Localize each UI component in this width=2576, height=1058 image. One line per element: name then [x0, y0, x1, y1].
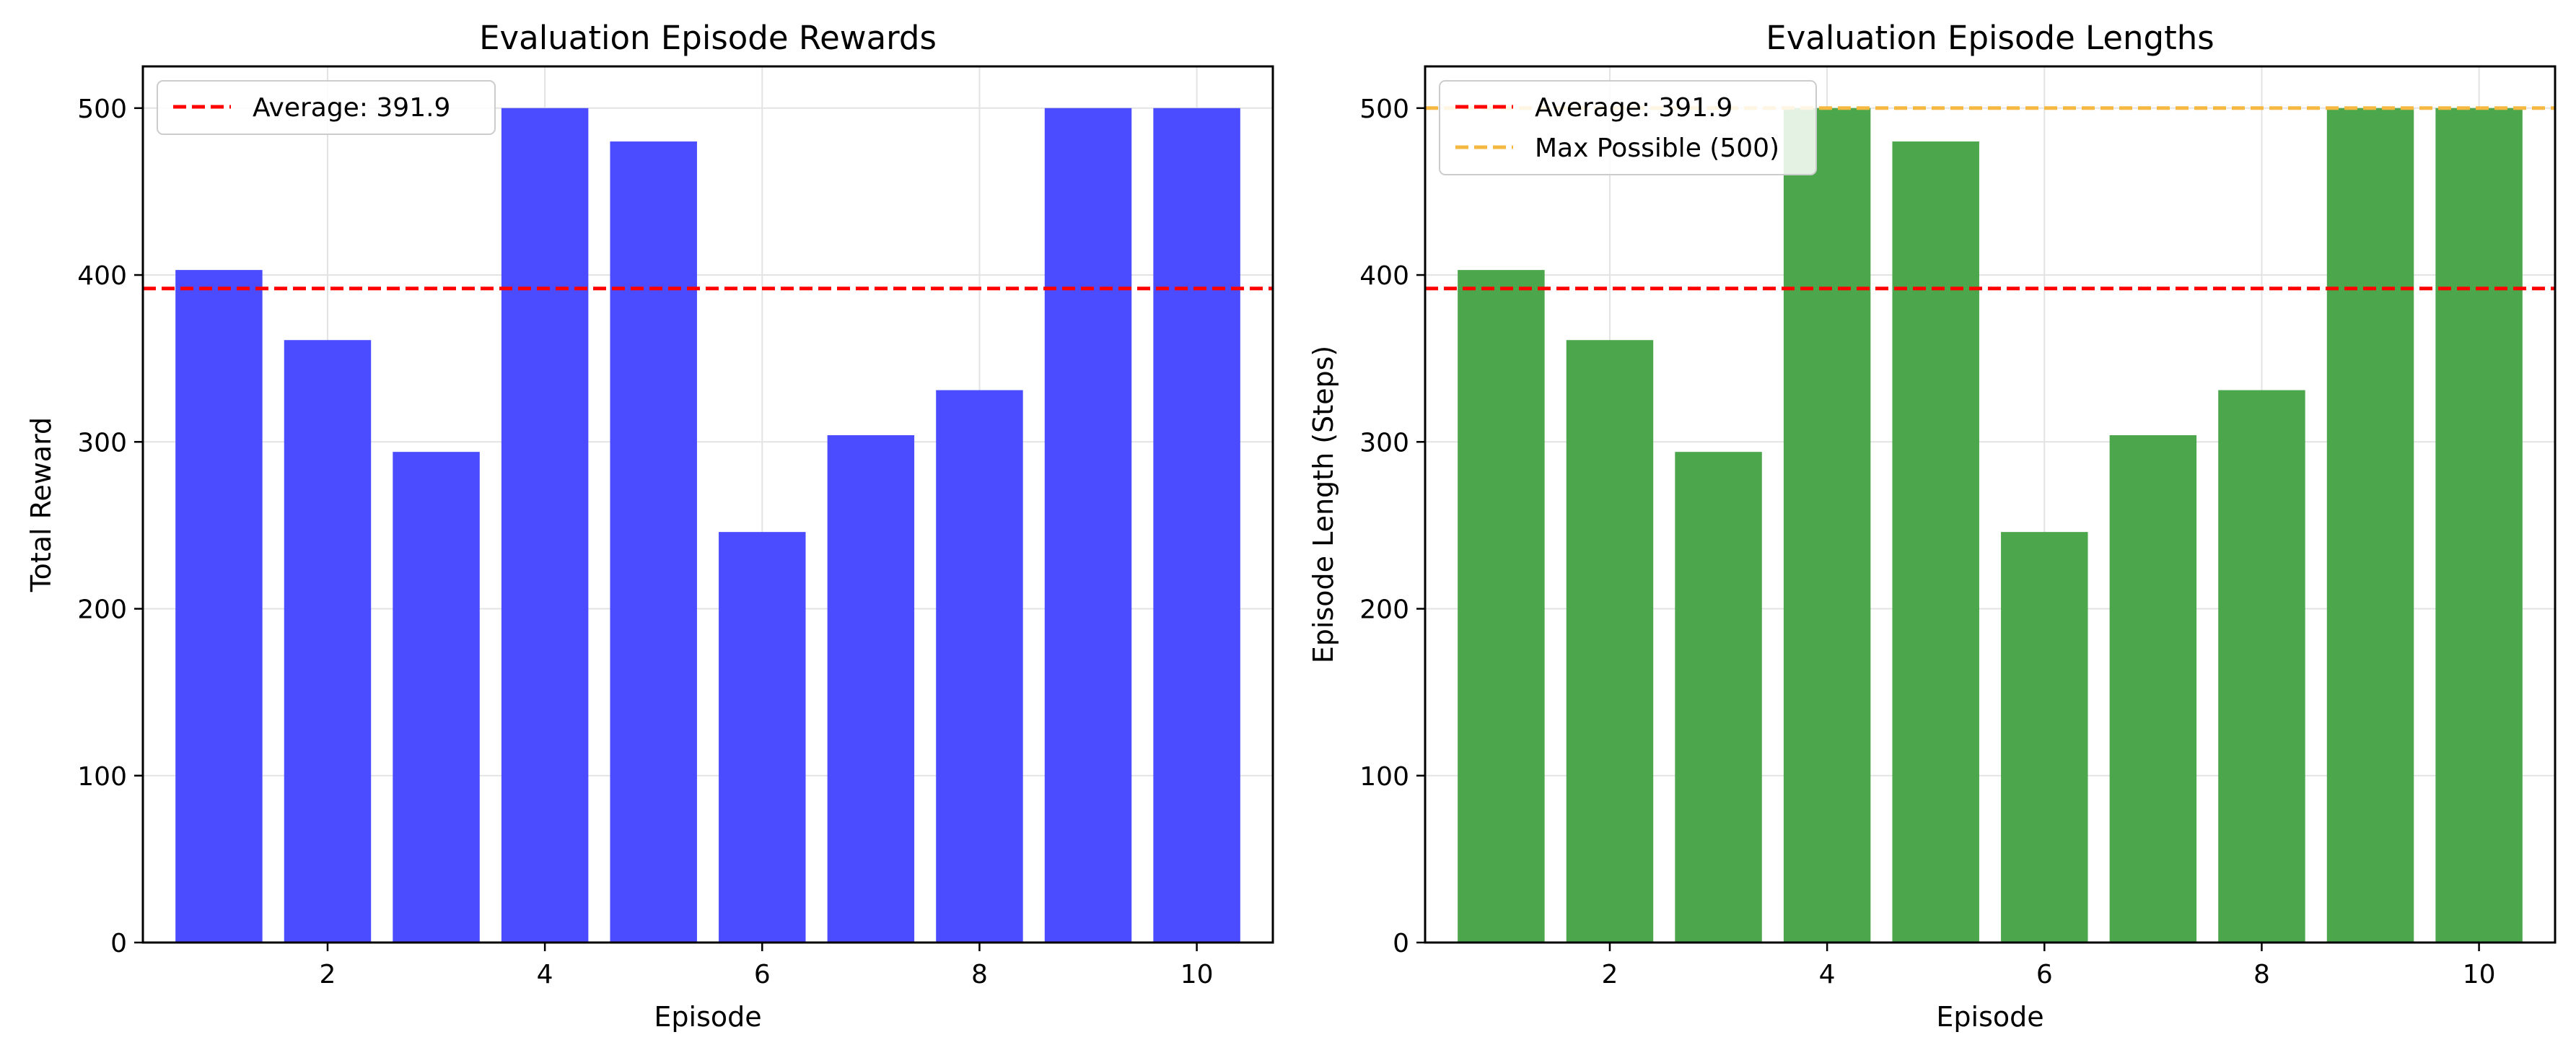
- y-tick-label: 0: [110, 929, 127, 958]
- bar-episode-6: [719, 532, 806, 943]
- y-tick-label: 200: [77, 595, 127, 625]
- chart-title: Evaluation Episode Rewards: [479, 19, 937, 57]
- x-axis-label: Episode: [1936, 1001, 2043, 1033]
- y-tick-label: 0: [1393, 929, 1409, 958]
- x-axis-label: Episode: [654, 1001, 761, 1033]
- y-tick-label: 500: [1359, 95, 1409, 124]
- chart-title: Evaluation Episode Lengths: [1766, 19, 2214, 57]
- x-tick-label: 4: [537, 960, 553, 989]
- x-tick-label: 10: [1180, 960, 1214, 989]
- bar-episode-5: [610, 141, 697, 943]
- x-tick-label: 8: [2253, 960, 2270, 989]
- y-tick-label: 400: [1359, 261, 1409, 291]
- legend-label-2: Max Possible (500): [1535, 134, 1779, 163]
- axes-frame: [141, 65, 1274, 944]
- legend: Average: 391.9: [157, 80, 496, 135]
- y-tick-label: 300: [77, 428, 127, 458]
- x-tick-label: 6: [754, 960, 771, 989]
- bar-episode-7: [827, 435, 915, 943]
- bar-episode-5: [1892, 141, 1979, 943]
- legend: Average: 391.9 Max Possible (500): [1439, 80, 1817, 175]
- bar-episode-1: [1458, 270, 1545, 943]
- y-tick-label: 100: [77, 762, 127, 792]
- bar-episode-8: [2218, 390, 2305, 943]
- bar-episode-2: [284, 340, 372, 943]
- bar-episode-9: [2326, 108, 2414, 943]
- axes-frame: [1424, 65, 2557, 944]
- x-tick-label: 8: [971, 960, 988, 989]
- bar-episode-10: [1153, 108, 1240, 943]
- bar-episode-3: [393, 452, 480, 943]
- y-tick-label: 300: [1359, 428, 1409, 458]
- bar-episode-6: [2001, 532, 2088, 943]
- legend-label-1: Average: 391.9: [253, 93, 450, 123]
- y-tick-label: 400: [77, 261, 127, 291]
- y-tick-label: 500: [77, 95, 127, 124]
- bar-episode-2: [1566, 340, 1654, 943]
- bar-episode-10: [2435, 108, 2523, 943]
- legend-box: [1439, 80, 1817, 175]
- y-tick-label: 100: [1359, 762, 1409, 792]
- y-axis-label: Episode Length (Steps): [1307, 346, 1339, 663]
- y-axis-label: Total Reward: [25, 417, 57, 593]
- x-tick-label: 2: [320, 960, 336, 989]
- bar-episode-4: [501, 108, 589, 943]
- legend-label-1: Average: 391.9: [1535, 93, 1732, 123]
- bar-episode-7: [2109, 435, 2197, 943]
- y-tick-label: 200: [1359, 595, 1409, 625]
- bar-episode-8: [936, 390, 1023, 943]
- bar-episode-4: [1783, 108, 1871, 943]
- bar-episode-1: [175, 270, 263, 943]
- legend-box: [157, 80, 496, 135]
- x-tick-label: 10: [2463, 960, 2496, 989]
- bar-episode-9: [1044, 108, 1132, 943]
- x-tick-label: 4: [1819, 960, 1836, 989]
- x-tick-label: 2: [1602, 960, 1618, 989]
- bar-episode-3: [1675, 452, 1762, 943]
- x-tick-label: 6: [2036, 960, 2053, 989]
